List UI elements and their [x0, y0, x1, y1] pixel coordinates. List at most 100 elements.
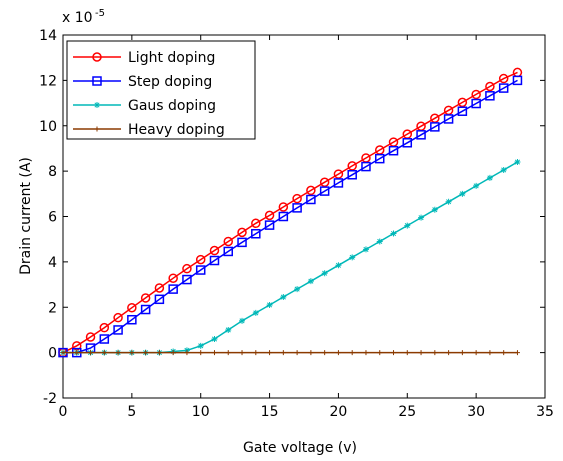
data-point-step-doping [154, 294, 165, 305]
data-point-heavy-doping [267, 350, 273, 356]
y-tick-label: 8 [48, 164, 57, 180]
data-point-step-doping [209, 255, 220, 266]
data-point-light-doping [113, 312, 123, 323]
data-point-gaus-doping [486, 174, 493, 181]
data-point-light-doping [333, 169, 344, 179]
data-point-heavy-doping [473, 350, 479, 356]
data-point-step-doping [333, 178, 344, 188]
data-point-light-doping [99, 322, 110, 333]
legend-marker-step-doping [92, 76, 102, 86]
series-line-step-doping [63, 79, 518, 354]
data-point-gaus-doping [321, 270, 328, 277]
data-point-step-doping [388, 145, 399, 156]
data-point-gaus-doping [266, 301, 273, 308]
legend-label-gaus-doping: Gaus doping [128, 98, 216, 114]
y-tick-label: 10 [39, 119, 57, 135]
x-tick-label: 35 [536, 404, 554, 420]
data-point-heavy-doping [418, 350, 424, 356]
data-point-heavy-doping [253, 350, 259, 356]
data-point-gaus-doping [376, 238, 383, 245]
data-point-step-doping [292, 203, 302, 213]
y-tick-label: 6 [48, 210, 57, 226]
data-point-light-doping [223, 236, 234, 247]
data-point-heavy-doping [60, 350, 66, 356]
series-line-light-doping [62, 71, 518, 354]
x-tick-label: 25 [398, 404, 416, 420]
data-point-heavy-doping [501, 350, 507, 356]
data-point-gaus-doping [390, 230, 397, 237]
data-point-heavy-doping [74, 350, 80, 356]
data-point-heavy-doping [349, 350, 355, 356]
data-point-heavy-doping [198, 350, 204, 356]
y-tick-label: 0 [48, 346, 57, 362]
data-point-heavy-doping [514, 350, 520, 356]
data-point-heavy-doping [432, 350, 438, 356]
data-point-step-doping [457, 106, 468, 116]
data-point-step-doping [402, 138, 413, 148]
data-point-heavy-doping [280, 350, 286, 356]
data-point-light-doping [264, 210, 275, 221]
data-point-step-doping [168, 284, 178, 294]
data-point-light-doping [182, 263, 192, 274]
data-point-gaus-doping [362, 246, 369, 253]
data-point-gaus-doping [239, 317, 246, 324]
data-point-light-doping [278, 202, 289, 212]
data-point-step-doping [416, 130, 426, 140]
data-point-light-doping [498, 73, 509, 84]
legend-label-heavy-doping: Heavy doping [128, 122, 225, 138]
data-point-heavy-doping [404, 350, 410, 356]
data-point-light-doping [140, 293, 151, 303]
data-point-heavy-doping [184, 350, 190, 356]
data-point-heavy-doping [446, 350, 452, 356]
data-point-light-doping [209, 245, 220, 256]
data-point-gaus-doping [500, 166, 507, 173]
data-point-gaus-doping [225, 326, 232, 333]
data-point-light-doping [457, 97, 468, 108]
data-point-gaus-doping [514, 159, 521, 166]
data-point-heavy-doping [225, 350, 231, 356]
data-point-heavy-doping [211, 350, 217, 356]
data-point-heavy-doping [129, 350, 135, 356]
data-point-heavy-doping [308, 350, 314, 356]
y-multiplier-exponent: -5 [95, 8, 105, 19]
y-tick-label: 4 [48, 255, 57, 271]
legend-label-light-doping: Light doping [128, 50, 215, 66]
data-point-step-doping [498, 83, 509, 93]
data-point-light-doping [168, 273, 178, 283]
data-point-gaus-doping [307, 278, 314, 285]
y-tick-label: 14 [39, 28, 57, 44]
data-point-light-doping [319, 177, 330, 187]
x-tick-label: 5 [127, 404, 136, 420]
data-point-gaus-doping [252, 309, 259, 316]
data-point-light-doping [485, 81, 495, 92]
data-point-heavy-doping [487, 350, 493, 356]
data-point-light-doping [127, 302, 137, 313]
x-tick-label: 10 [192, 404, 210, 420]
data-point-heavy-doping [377, 350, 383, 356]
data-point-heavy-doping [101, 350, 107, 356]
data-point-step-doping [113, 325, 123, 335]
x-tick-label: 30 [467, 404, 485, 420]
data-point-heavy-doping [156, 350, 162, 356]
data-point-step-doping [306, 194, 316, 205]
data-point-light-doping [195, 254, 206, 265]
data-point-step-doping [512, 75, 523, 86]
data-point-step-doping [471, 98, 481, 109]
data-point-step-doping [361, 161, 371, 172]
data-point-step-doping [223, 246, 234, 257]
data-point-step-doping [237, 237, 247, 248]
data-point-gaus-doping [445, 198, 452, 205]
data-point-step-doping [127, 314, 137, 325]
data-point-step-doping [251, 228, 261, 239]
legend-label-step-doping: Step doping [128, 74, 212, 90]
data-point-heavy-doping [88, 350, 94, 356]
data-point-heavy-doping [239, 350, 245, 356]
data-point-step-doping [278, 211, 289, 222]
data-point-step-doping [264, 220, 275, 230]
data-point-light-doping [237, 227, 247, 238]
data-point-gaus-doping [280, 294, 287, 301]
data-point-step-doping [99, 334, 110, 344]
data-point-heavy-doping [143, 350, 149, 356]
